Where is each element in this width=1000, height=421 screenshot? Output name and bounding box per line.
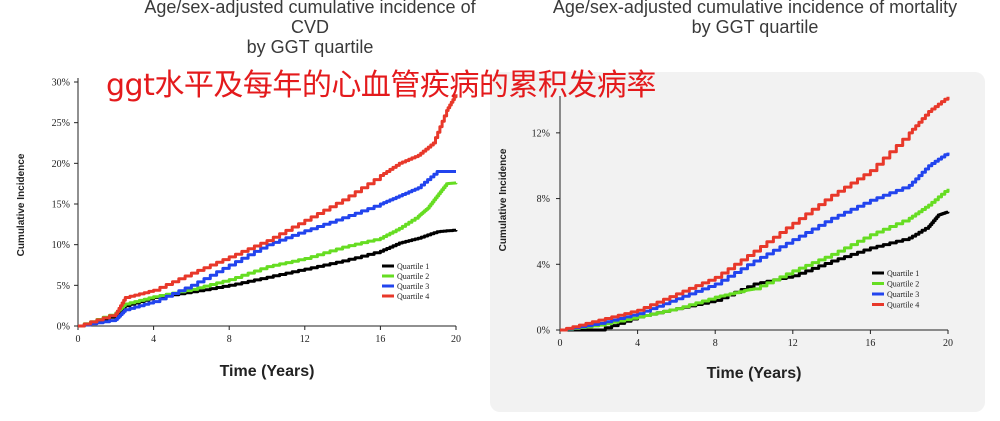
chart-1-y-tick-label: 25% [52, 118, 70, 129]
chart-2-x-axis-label: Time (Years) [707, 365, 802, 382]
chart-1-x-axis-label: Time (Years) [220, 363, 315, 380]
chart-1-y-tick-label: 10% [52, 240, 70, 251]
chart-2-x-tick-label: 12 [788, 338, 798, 349]
chart-2-legend-label: Quartile 2 [887, 280, 919, 289]
chart-2-title-line-2: by GGT quartile [691, 17, 819, 37]
chart-1-legend-label: Quartile 3 [397, 282, 429, 291]
chart-1-title: Age/sex-adjusted cumulative incidence of… [130, 0, 490, 57]
chart-2-x-tick-label: 0 [558, 338, 563, 349]
chart-2-legend-label: Quartile 1 [887, 269, 919, 278]
chart-2-x-tick-label: 4 [635, 338, 640, 349]
chart-2-title: Age/sex-adjusted cumulative incidence of… [540, 0, 970, 37]
chart-1-y-tick-label: 0% [57, 322, 70, 333]
chart-1-title-line-2: by GGT quartile [246, 37, 374, 57]
chart-1-x-tick-label: 16 [375, 334, 385, 345]
chart-1-y-tick-label: 20% [52, 159, 70, 170]
chart-2-series-quartile-2 [560, 188, 950, 332]
chart-1-y-axis-label: Cumulative Incidence [16, 153, 27, 256]
chart-1: 0 4 8 12 16 20 0% 5% 10% 15% 20% 25% 30% Cumulative I… [16, 78, 461, 381]
chart-1-x-tick-label: 4 [151, 334, 156, 345]
chart-2-y-tick-label: 4% [537, 260, 550, 271]
chart-2-x-tick-label: 16 [865, 338, 875, 349]
chart-2-y-tick-label: 12% [532, 128, 550, 139]
chart-1-series-quartile-2 [78, 181, 458, 328]
chart-2-series-quartile-3 [560, 152, 950, 332]
chart-1-series-quartile-3 [78, 170, 456, 328]
chart-2: 0 4 8 12 16 20 0% 4% 8% 12% Cumulative Incidence Ti… [498, 96, 953, 382]
chart-1-series-quartile-4 [78, 94, 458, 328]
chart-2-x-tick-label: 20 [943, 338, 953, 349]
chart-1-y-tick-label: 30% [52, 78, 70, 89]
chart-2-y-tick-label: 0% [537, 326, 550, 337]
chart-1-x-tick-label: 8 [227, 334, 232, 345]
chart-1-legend-label: Quartile 4 [397, 292, 429, 301]
chart-1-y-tick-label: 15% [52, 200, 70, 211]
chart-1-legend-label: Quartile 2 [397, 272, 429, 281]
chart-1-x-tick-label: 20 [451, 334, 461, 345]
chart-2-series-quartile-4 [560, 96, 950, 332]
overlay-annotation: ggt水平及每年的心血管疾病的累积发病率 [106, 68, 656, 103]
chart-1-legend-label: Quartile 1 [397, 262, 429, 271]
chart-1-x-tick-label: 0 [76, 334, 81, 345]
chart-2-legend-label: Quartile 4 [887, 301, 919, 310]
chart-2-y-axis-label: Cumulative Incidence [498, 148, 509, 251]
chart-2-y-tick-label: 8% [537, 194, 550, 205]
chart-1-title-line-1: Age/sex-adjusted cumulative incidence of… [144, 0, 476, 37]
chart-1-y-tick-label: 5% [57, 281, 70, 292]
chart-2-legend-label: Quartile 3 [887, 290, 919, 299]
chart-1-x-tick-label: 12 [300, 334, 310, 345]
chart-2-title-line-1: Age/sex-adjusted cumulative incidence of… [552, 0, 958, 17]
chart-2-x-tick-label: 8 [713, 338, 718, 349]
